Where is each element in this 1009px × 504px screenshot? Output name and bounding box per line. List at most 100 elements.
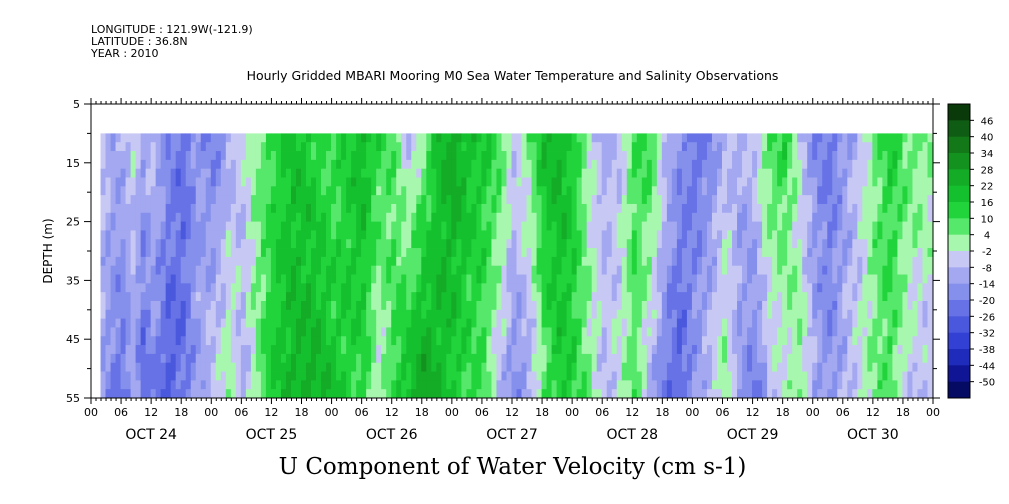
- heatmap-cell: [842, 159, 848, 170]
- heatmap-cell: [421, 151, 427, 161]
- heatmap-cell: [727, 327, 733, 337]
- heatmap-cell: [100, 336, 106, 346]
- heatmap-cell: [145, 133, 152, 143]
- heatmap-cell: [531, 177, 537, 187]
- heatmap-cell: [341, 283, 347, 293]
- heatmap-cell: [611, 371, 618, 381]
- heatmap-cell: [496, 318, 502, 328]
- heatmap-cell: [546, 345, 552, 355]
- heatmap-cell: [877, 283, 883, 293]
- heatmap-cell: [301, 265, 307, 275]
- heatmap-cell: [727, 362, 733, 372]
- heatmap-cell: [561, 353, 568, 364]
- heatmap-cell: [456, 239, 462, 249]
- heatmap-cell: [621, 274, 628, 284]
- heatmap-cell: [586, 283, 593, 293]
- heatmap-cell: [641, 274, 648, 284]
- heatmap-cell: [797, 159, 803, 170]
- heatmap-cell: [491, 142, 497, 152]
- heatmap-cell: [912, 195, 918, 205]
- heatmap-cell: [351, 362, 357, 372]
- heatmap-cell: [606, 371, 613, 381]
- heatmap-cell: [631, 283, 638, 293]
- heatmap-cell: [110, 230, 116, 240]
- heatmap-cell: [306, 195, 312, 205]
- heatmap-cell: [376, 177, 382, 187]
- heatmap-cell: [250, 389, 257, 399]
- heatmap-cell: [215, 318, 222, 328]
- heatmap-cell: [501, 168, 507, 178]
- heatmap-cell: [817, 318, 823, 328]
- heatmap-cell: [110, 195, 116, 205]
- heatmap-cell: [401, 256, 407, 267]
- heatmap-cell: [366, 300, 372, 311]
- heatmap-cell: [301, 292, 307, 302]
- heatmap-cell: [651, 345, 658, 355]
- heatmap-cell: [827, 292, 833, 302]
- heatmap-cell: [877, 142, 883, 152]
- heatmap-cell: [185, 142, 192, 152]
- heatmap-cell: [311, 168, 317, 178]
- heatmap-cell: [912, 168, 918, 178]
- heatmap-cell: [215, 345, 222, 355]
- heatmap-cell: [110, 283, 116, 293]
- heatmap-cell: [822, 221, 828, 231]
- heatmap-cell: [767, 283, 773, 293]
- heatmap-cell: [290, 353, 297, 364]
- heatmap-cell: [285, 133, 292, 143]
- heatmap-cell: [230, 353, 237, 364]
- heatmap-cell: [476, 345, 482, 355]
- heatmap-cell: [536, 327, 542, 337]
- heatmap-cell: [877, 221, 883, 231]
- heatmap-cell: [817, 265, 823, 275]
- heatmap-cell: [301, 168, 307, 178]
- heatmap-cell: [651, 239, 658, 249]
- heatmap-cell: [752, 195, 758, 205]
- heatmap-cell: [706, 256, 713, 267]
- heatmap-cell: [466, 168, 472, 178]
- heatmap-cell: [531, 256, 537, 267]
- heatmap-cell: [727, 274, 733, 284]
- heatmap-cell: [235, 380, 242, 390]
- heatmap-cell: [541, 309, 547, 320]
- heatmap-cell: [516, 239, 522, 249]
- heatmap-cell: [215, 195, 222, 205]
- heatmap-cell: [676, 248, 683, 258]
- heatmap-cell: [631, 177, 638, 187]
- heatmap-cell: [356, 186, 362, 196]
- heatmap-cell: [686, 336, 693, 346]
- heatmap-cell: [501, 151, 507, 161]
- heatmap-cell: [772, 256, 778, 267]
- heatmap-cell: [401, 221, 407, 231]
- heatmap-cell: [671, 186, 678, 196]
- heatmap-cell: [877, 256, 883, 267]
- heatmap-cell: [160, 292, 167, 302]
- heatmap-cell: [912, 256, 918, 267]
- heatmap-cell: [316, 248, 322, 258]
- heatmap-cell: [295, 362, 302, 372]
- heatmap-cell: [185, 239, 192, 249]
- heatmap-cell: [265, 274, 272, 284]
- heatmap-cell: [877, 203, 883, 214]
- heatmap-cell: [145, 265, 152, 275]
- heatmap-cell: [265, 292, 272, 302]
- heatmap-cell: [907, 274, 913, 284]
- heatmap-cell: [541, 283, 547, 293]
- heatmap-cell: [165, 389, 172, 399]
- heatmap-cell: [812, 195, 818, 205]
- heatmap-cell: [396, 177, 402, 187]
- heatmap-cell: [326, 300, 332, 311]
- heatmap-cell: [331, 362, 337, 372]
- heatmap-cell: [135, 300, 142, 311]
- heatmap-cell: [476, 221, 482, 231]
- heatmap-cell: [461, 230, 467, 240]
- heatmap-cell: [316, 203, 322, 214]
- heatmap-cell: [586, 159, 593, 170]
- heatmap-cell: [591, 318, 598, 328]
- heatmap-cell: [747, 371, 753, 381]
- heatmap-cell: [867, 274, 873, 284]
- heatmap-cell: [411, 345, 417, 355]
- heatmap-cell: [245, 133, 252, 143]
- heatmap-cell: [882, 195, 888, 205]
- heatmap-cell: [260, 142, 267, 152]
